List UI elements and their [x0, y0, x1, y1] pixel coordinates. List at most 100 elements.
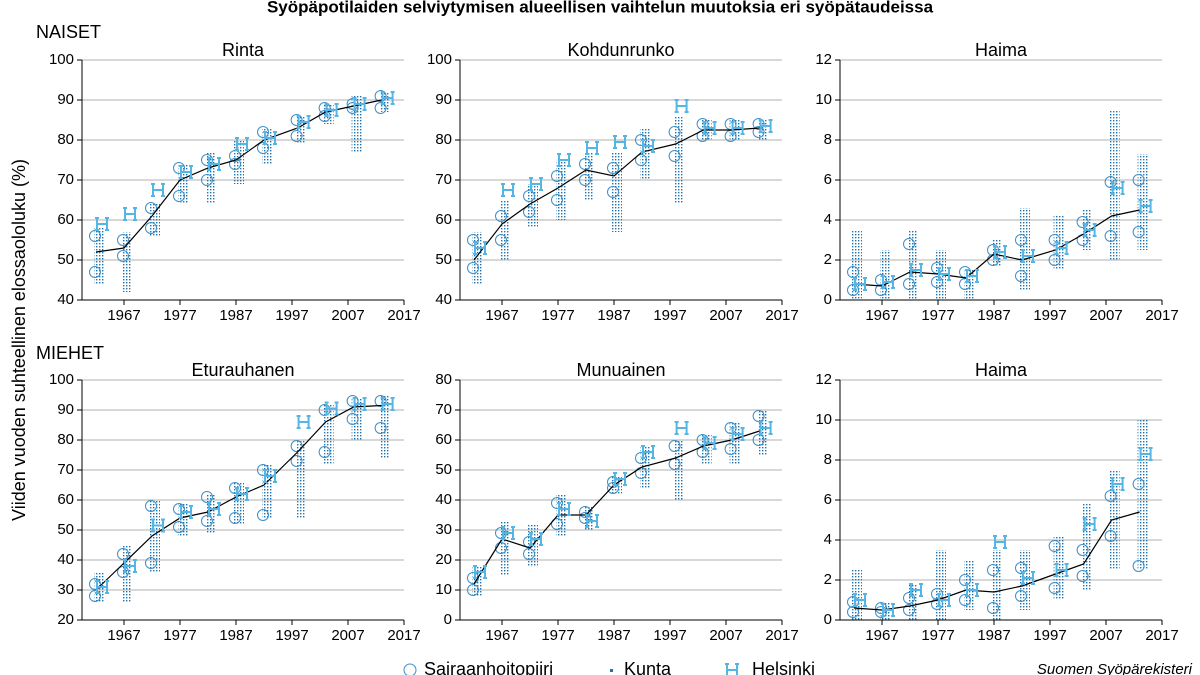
district-point — [987, 564, 999, 576]
municipality-points — [729, 422, 740, 464]
district-point — [931, 588, 943, 600]
district-point — [257, 464, 269, 476]
x-tick-label: 2017 — [765, 307, 798, 324]
helsinki-point — [881, 275, 895, 289]
row-label: NAISET — [36, 22, 101, 42]
district-point — [173, 503, 185, 515]
x-tick-label: 1987 — [597, 307, 630, 324]
helsinki-point — [557, 502, 571, 516]
helsinki-point — [1110, 181, 1125, 195]
y-tick-label: 0 — [444, 611, 452, 628]
district-point — [229, 482, 241, 494]
district-point — [931, 276, 943, 288]
district-point — [1132, 226, 1145, 238]
district-point — [847, 596, 859, 608]
helsinki-point — [207, 157, 221, 171]
district-point — [551, 194, 563, 206]
municipality-points — [323, 104, 334, 124]
municipality-points — [1020, 550, 1030, 610]
y-tick-label: 60 — [435, 431, 452, 448]
district-point — [374, 90, 387, 102]
helsinki-point — [501, 183, 515, 197]
district-point — [903, 238, 915, 250]
district-point — [579, 512, 591, 524]
y-tick-label: 60 — [57, 211, 74, 228]
legend-helsinki-symbol — [725, 663, 739, 675]
y-tick-label: 20 — [57, 611, 74, 628]
helsinki-point — [473, 241, 487, 255]
y-tick-label: 50 — [435, 461, 452, 478]
y-tick-label: 90 — [57, 401, 74, 418]
district-point — [1015, 562, 1027, 574]
x-tick-label: 2017 — [765, 627, 798, 644]
district-point — [495, 234, 507, 246]
helsinki-point — [613, 135, 627, 149]
y-tick-label: 70 — [435, 171, 452, 188]
municipality-points — [122, 545, 132, 602]
municipality-points — [178, 164, 188, 204]
district-point — [1104, 176, 1117, 188]
municipality-points — [757, 410, 768, 455]
helsinki-point — [965, 583, 979, 597]
helsinki-point — [993, 535, 1007, 549]
district-point — [173, 190, 185, 202]
y-tick-label: 10 — [815, 91, 832, 108]
helsinki-point — [324, 103, 339, 117]
helsinki-point — [263, 469, 277, 483]
district-point — [875, 606, 887, 618]
helsinki-point — [1082, 517, 1097, 531]
y-tick-label: 12 — [815, 371, 832, 388]
district-point — [318, 446, 331, 458]
x-tick-label: 1987 — [219, 307, 252, 324]
district-point — [635, 452, 647, 464]
district-point — [257, 509, 269, 521]
district-point — [752, 126, 765, 138]
district-point — [318, 102, 331, 114]
x-tick-label: 1997 — [275, 627, 308, 644]
district-point — [1076, 216, 1089, 228]
x-tick-label: 1967 — [107, 627, 140, 644]
y-tick-label: 0 — [824, 291, 832, 308]
y-tick-label: 2 — [824, 571, 832, 588]
district-point — [290, 130, 303, 142]
district-point — [1104, 230, 1117, 242]
y-tick-label: 40 — [57, 291, 74, 308]
municipality-points — [206, 494, 216, 533]
x-tick-label: 1997 — [653, 627, 686, 644]
helsinki-point — [1021, 571, 1035, 585]
y-tick-label: 2 — [824, 251, 832, 268]
y-tick-label: 12 — [815, 51, 832, 68]
helsinki-point — [641, 139, 655, 153]
municipality-points — [1053, 536, 1064, 600]
district-point — [229, 158, 241, 170]
district-point — [607, 482, 619, 494]
y-tick-label: 100 — [427, 51, 452, 68]
district-point — [290, 440, 303, 452]
municipality-points — [964, 270, 974, 300]
y-tick-label: 70 — [435, 401, 452, 418]
district-point — [1015, 270, 1027, 282]
municipality-points — [150, 500, 160, 572]
district-point — [1132, 560, 1145, 572]
district-point — [346, 395, 359, 407]
municipality-points — [295, 116, 306, 144]
y-tick-label: 70 — [57, 461, 74, 478]
district-point — [668, 150, 681, 162]
municipality-points — [472, 232, 482, 284]
legend-label: Kunta — [624, 659, 672, 675]
helsinki-point — [702, 436, 717, 450]
municipality-points — [500, 521, 510, 575]
district-point — [1048, 582, 1061, 594]
district-point — [635, 154, 647, 166]
district-point — [290, 114, 303, 126]
district-point — [579, 506, 591, 518]
helsinki-point — [179, 165, 193, 179]
x-tick-label: 2007 — [709, 627, 742, 644]
helsinki-point — [585, 141, 599, 155]
municipality-points — [992, 550, 1002, 620]
municipality-points — [351, 398, 362, 440]
x-tick-label: 2017 — [387, 627, 420, 644]
district-point — [1015, 590, 1027, 602]
helsinki-point — [123, 207, 137, 221]
district-point — [1104, 530, 1117, 542]
